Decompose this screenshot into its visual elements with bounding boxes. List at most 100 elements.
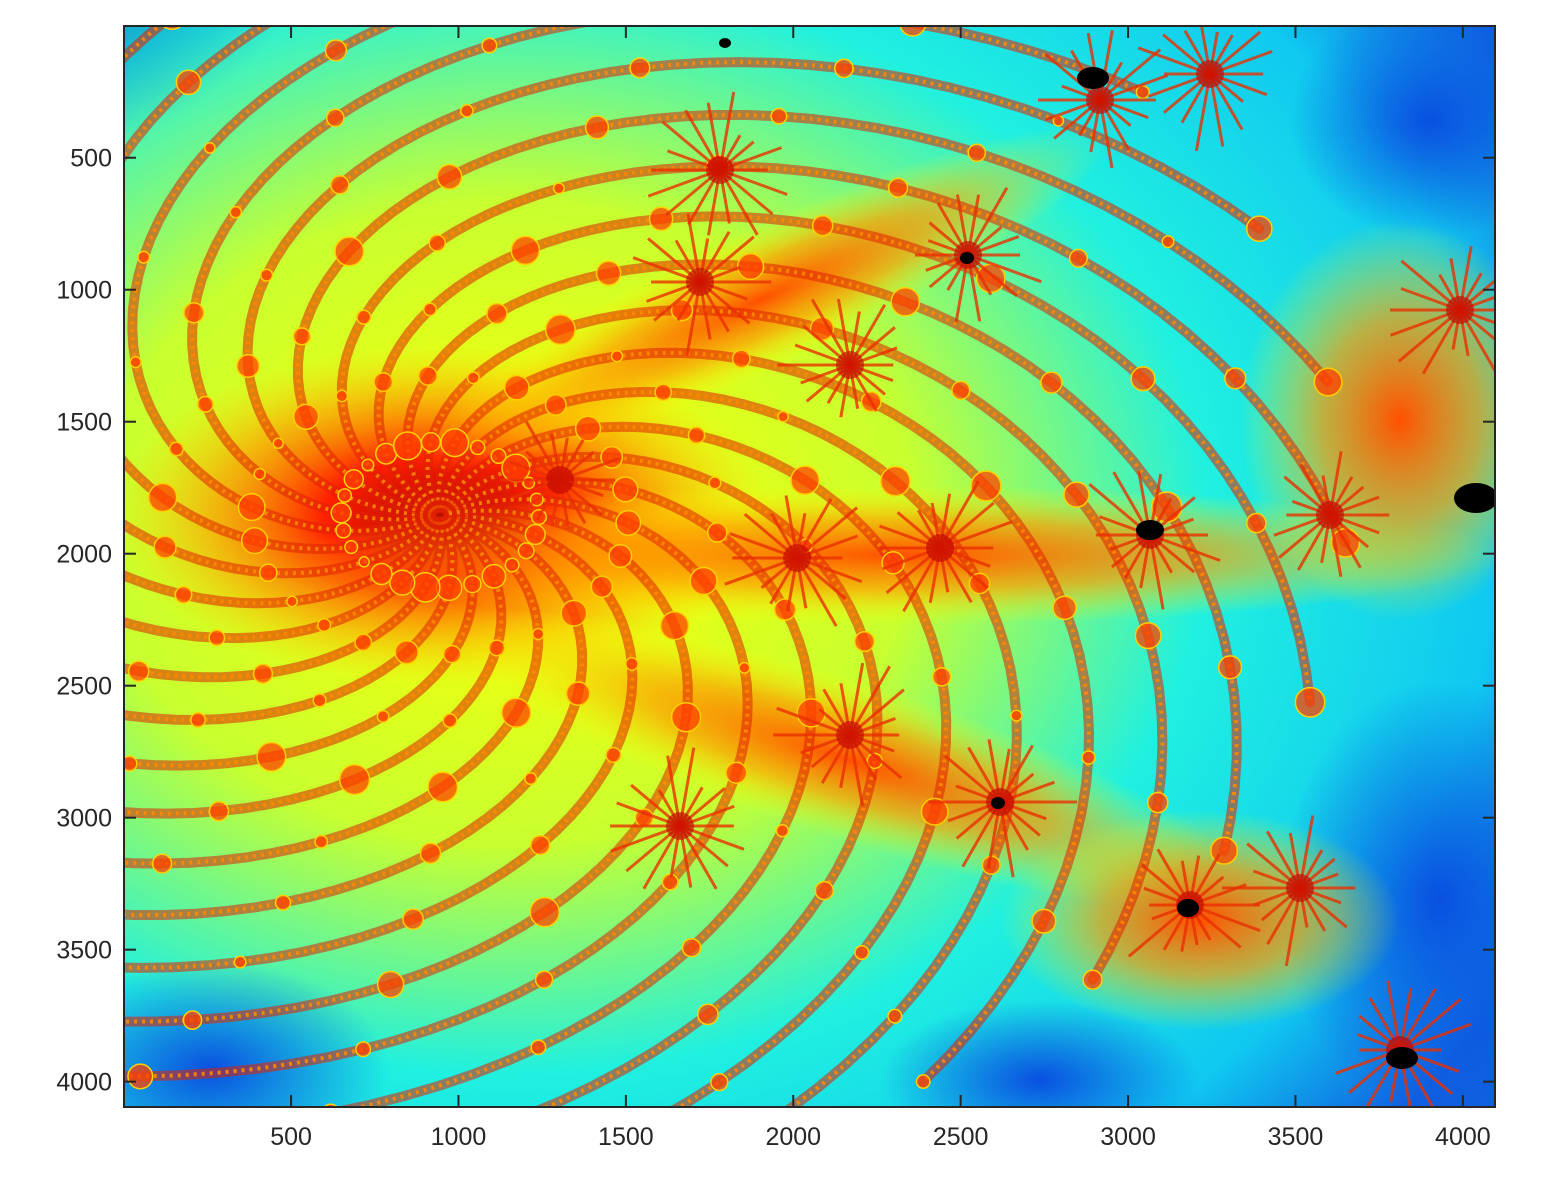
fractal-arm (124, 26, 439, 555)
cluster-core (836, 721, 864, 749)
x-tick-label: 2500 (933, 1123, 989, 1151)
fractal-bud (899, 26, 927, 37)
fractal-bud (612, 476, 639, 503)
fractal-bud (615, 509, 642, 536)
fractal-bud (544, 314, 576, 346)
cluster-core (1286, 874, 1314, 902)
fractal-bud (524, 772, 538, 786)
fractal-bud (168, 441, 184, 457)
black-region (960, 252, 974, 264)
fractal-bud (481, 37, 498, 54)
fractal-bud (880, 465, 911, 497)
x-tick-label: 1000 (431, 1123, 487, 1151)
fractal-arm-detail (295, 113, 1330, 516)
fractal-bud (481, 563, 507, 589)
fractal-bud (337, 488, 353, 503)
fractal-bud (259, 268, 274, 282)
fractal-bud (256, 741, 287, 772)
fractal-bud (629, 57, 651, 79)
fractal-bud (610, 349, 624, 363)
fractal-bud (1246, 512, 1267, 534)
fractal-bud (595, 260, 622, 286)
black-region (991, 797, 1005, 809)
fractal-bud (531, 627, 545, 641)
fractal-bud (46, 130, 65, 149)
fractal-bud (1081, 750, 1096, 765)
fractal-bud (288, 1171, 299, 1182)
y-tick-label: 4000 (56, 1069, 112, 1097)
fractal-bud (796, 698, 826, 728)
cluster-core (706, 156, 734, 184)
fractal-bud (314, 834, 329, 849)
hot-band-upper-arm (414, 127, 1106, 473)
fractal-bud (1031, 908, 1057, 934)
black-region (719, 38, 731, 48)
fractal-bud (203, 141, 216, 154)
fractal-bud (1294, 686, 1326, 718)
fractal-bud (147, 482, 178, 513)
fractal-bud (523, 1105, 532, 1107)
fractal-bud (236, 354, 261, 378)
fractal-bud (427, 771, 459, 803)
fractal-bud (854, 944, 870, 961)
fractal-bud (584, 115, 610, 140)
x-tick-label: 1500 (598, 1123, 654, 1151)
fractal-bud (544, 393, 567, 416)
y-tick-label: 1000 (56, 277, 112, 305)
fractal-bud (777, 410, 790, 423)
fractal-bud (530, 1039, 547, 1056)
fractal-bud (252, 663, 274, 684)
fractal-bud (64, 312, 74, 322)
fractal-arm-detail (124, 517, 504, 816)
fractal-bud (440, 428, 470, 458)
fractal-arm-detail (376, 214, 1313, 703)
fractal-arm-detail (124, 521, 444, 680)
fractal-bud (419, 842, 442, 864)
fractal-arm-detail (130, 26, 433, 533)
fractal-bud (501, 697, 532, 728)
fractal-bud (10, 383, 22, 395)
fractal-bud (503, 374, 530, 401)
cluster-core (686, 268, 714, 296)
fractal-bud (469, 439, 486, 456)
cluster-core (1316, 501, 1344, 529)
fractal-bud (240, 526, 269, 555)
fractal-bud (1063, 481, 1090, 508)
fractal-bud (354, 633, 373, 652)
fractal-bud (417, 365, 438, 386)
fractal-bud (442, 713, 458, 729)
fractal-bud (887, 1008, 903, 1024)
fractal-bud (174, 585, 193, 604)
fractal-arm-detail (439, 389, 1019, 1107)
fractal-bud (338, 763, 371, 796)
fractal-bud (436, 163, 463, 190)
fractal-bud (129, 356, 142, 369)
fractal-bud (1130, 366, 1156, 392)
fractal-arm (124, 516, 458, 725)
fractal-bud (153, 535, 177, 559)
cluster-core (666, 812, 694, 840)
fractal-bud (65, 475, 84, 494)
fractal-arm-detail (124, 513, 635, 970)
fractal-bud (710, 1072, 729, 1092)
fractal-bud (392, 431, 423, 461)
fractal-bud (330, 502, 352, 524)
fractal-bud (394, 639, 419, 665)
fractal-bud (286, 595, 298, 608)
fractal-bud (680, 2, 696, 18)
fractal-bud (78, 1126, 89, 1137)
fractal-bud (182, 1010, 203, 1030)
fractal-bud (1313, 367, 1343, 397)
fractal-bud (272, 437, 284, 450)
y-tick-label: 3500 (56, 937, 112, 965)
fractal-bud (229, 205, 243, 219)
x-tick-label: 2000 (765, 1123, 821, 1151)
fractal-bud (370, 562, 393, 586)
blue-region-top-left (124, 26, 344, 186)
black-regions (719, 38, 1495, 1069)
fractal-bud (428, 234, 446, 252)
fractal-bud (853, 630, 876, 653)
fractal-bud (708, 476, 722, 490)
fractal-bud (738, 661, 751, 674)
